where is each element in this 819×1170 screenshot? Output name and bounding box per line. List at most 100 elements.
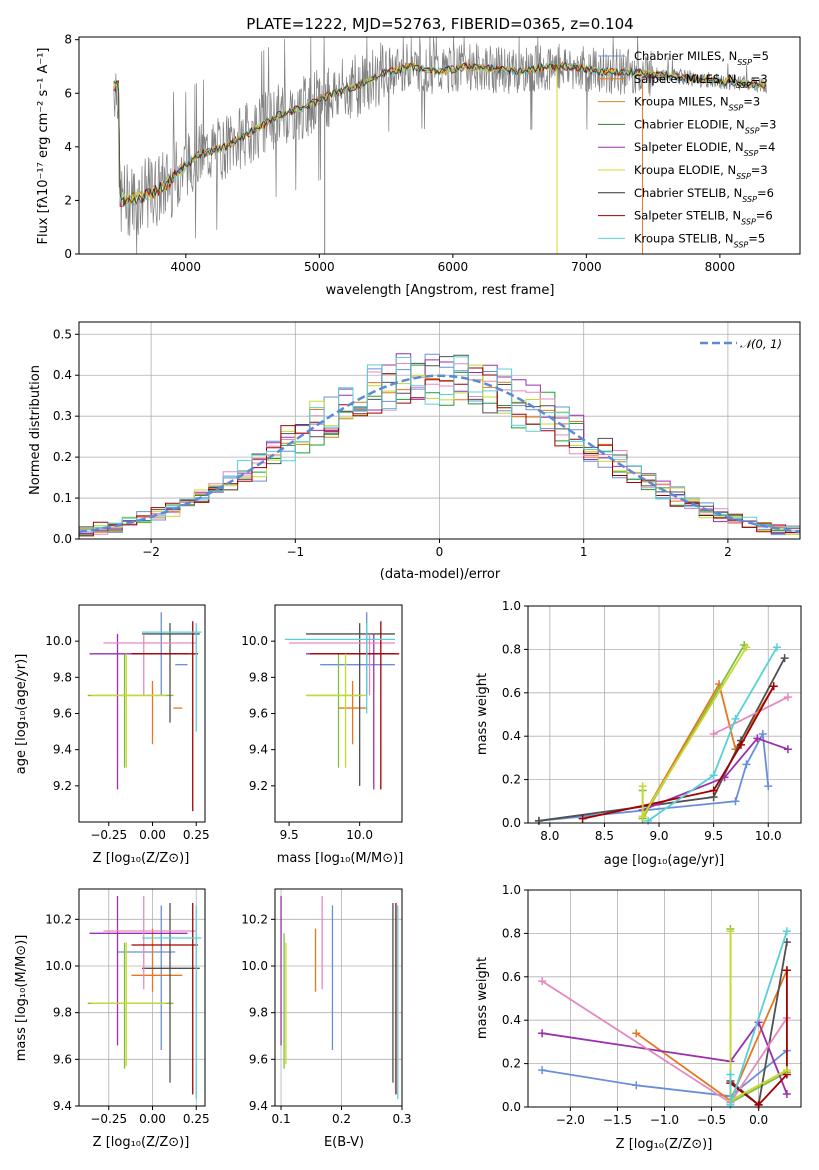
panel_age_Z-frame — [78, 604, 206, 823]
legend-label: Kroupa STELIB, NSSP=5 — [634, 231, 765, 249]
weight-age-ylabel: mass weight — [475, 673, 490, 755]
panel_age_mass-ytick-label: 9.2 — [249, 779, 268, 793]
panel_age_mass-ytick-label: 9.8 — [249, 670, 268, 684]
panel_weight_age-ytick-label: 1.0 — [502, 599, 521, 613]
panel_weight_age-xtick-label: 10.0 — [755, 829, 782, 843]
residual-frame — [78, 321, 801, 540]
weight-point-marker — [726, 927, 735, 936]
panel_weight_Z-ytick-label: 0.8 — [502, 926, 521, 940]
spectrum-ylabel: Flux [fλ10⁻¹⁷ erg cm⁻² s⁻¹ A⁻¹] — [36, 48, 51, 245]
residual-xtick-label: 0 — [436, 545, 444, 559]
weight-point-marker — [769, 682, 778, 691]
spectrum-ytick-label: 0 — [64, 247, 72, 261]
weight-series-line — [541, 1049, 788, 1098]
weight-point-marker — [782, 927, 791, 936]
weight-point-marker — [731, 797, 740, 806]
weight-series-line — [713, 696, 789, 735]
mass-ebv-xlabel: E(B-V) — [324, 1135, 364, 1150]
weight-z-xlabel: Z [log₁₀(Z/Z⊙)] — [616, 1137, 713, 1152]
panel_age_Z-ytick-label: 9.6 — [53, 707, 72, 721]
age-vs-metallicity-panel: Z [log₁₀(Z/Z⊙)] age [log₁₀(age/yr)] −0.2… — [14, 604, 210, 866]
panel_mass_Z-xtick-label: 0.00 — [139, 1112, 166, 1126]
residual-ytick-label: 0.3 — [53, 409, 72, 423]
panel_mass_Z-ytick-label: 10.2 — [45, 912, 72, 926]
panel_age_Z-ytick-label: 10.0 — [45, 634, 72, 648]
weight-point-marker — [578, 814, 587, 823]
panel_weight_Z-ytick-label: 0.4 — [502, 1013, 521, 1027]
legend-label: Chabrier ELODIE, NSSP=3 — [634, 117, 776, 135]
legend-label: Salpeter STELIB, NSSP=6 — [634, 209, 773, 227]
weight-point-marker — [753, 734, 762, 743]
panel_mass_ebv-xtick-label: 0.1 — [272, 1112, 291, 1126]
panel_weight_Z-xtick-label: −2.0 — [556, 1113, 585, 1127]
residual-ylabel: Normed distribution — [28, 365, 43, 495]
panel_weight_age-ytick-label: 0.0 — [502, 816, 521, 830]
panel_weight_Z-ytick-label: 0.2 — [502, 1057, 521, 1071]
weight-series-line — [647, 646, 778, 822]
mass-z-xlabel: Z [log₁₀(Z/Z⊙)] — [93, 1135, 190, 1150]
weight-point-marker — [764, 782, 773, 791]
weight-point-marker — [731, 714, 740, 723]
mass-vs-ebv-panel: E(B-V) 0.1 0.2 0.3 9.4 9.6 9.8 10.0 10.2 — [241, 888, 412, 1150]
weight-point-marker — [742, 760, 751, 769]
age-z-xlabel: Z [log₁₀(Z/Z⊙)] — [93, 851, 190, 866]
panel_weight_age-frame — [527, 605, 802, 824]
spectrum-frame — [78, 36, 801, 255]
spectrum-ytick-label: 6 — [64, 86, 72, 100]
weight-point-marker — [638, 812, 647, 821]
panel_mass_Z-ytick-label: 9.6 — [53, 1052, 72, 1066]
panel_mass_Z-ytick-label: 9.8 — [53, 1006, 72, 1020]
weight-point-marker — [783, 693, 792, 702]
panel_age_Z-ytick-label: 9.2 — [53, 779, 72, 793]
panel_age_mass-ytick-label: 10.0 — [241, 634, 268, 648]
weight-series-line — [541, 1020, 788, 1095]
legend-label: Chabrier STELIB, NSSP=6 — [634, 186, 774, 204]
normal-curve — [78, 374, 801, 534]
weight-point-marker — [772, 643, 781, 652]
panel_mass_Z-xtick-label: −0.25 — [90, 1112, 127, 1126]
panel_age_Z-ytick-label: 9.8 — [53, 670, 72, 684]
spectrum-xlabel: wavelength [Angstrom, rest frame] — [326, 283, 555, 298]
weight-point-marker — [709, 786, 718, 795]
panel_weight_age-xtick-label: 8.0 — [540, 829, 559, 843]
weight-point-marker — [782, 966, 791, 975]
spectrum-ytick-label: 8 — [64, 33, 72, 47]
weight-series-line — [729, 970, 788, 1107]
weight-point-marker — [742, 643, 751, 652]
legend-label: Kroupa MILES, NSSP=3 — [634, 95, 760, 113]
age-z-ylabel: age [log₁₀(age/yr)] — [14, 654, 29, 775]
residual-ytick-label: 0.0 — [53, 532, 72, 546]
panel_mass_ebv-xtick-label: 0.2 — [332, 1112, 351, 1126]
panel_weight_age-ytick-label: 0.6 — [502, 686, 521, 700]
weight-point-marker — [632, 1081, 641, 1090]
panel_mass_ebv-xtick-label: 0.3 — [392, 1112, 411, 1126]
weight-point-marker — [783, 745, 792, 754]
residual-histogram — [78, 367, 800, 539]
panel_weight_Z-xtick-label: −1.0 — [650, 1113, 679, 1127]
panel_age_mass-frame — [274, 604, 403, 823]
legend-label: Kroupa ELODIE, NSSP=3 — [634, 163, 768, 181]
age-vs-mass-panel: mass [log₁₀(M/M⊙)] 9.5 10.0 9.2 9.4 9.6 9.8 10… — [241, 604, 403, 866]
panel_mass_Z-xtick-label: 0.25 — [183, 1112, 210, 1126]
residual-xtick-label: 1 — [580, 545, 588, 559]
spectrum-xtick-label: 4000 — [171, 260, 202, 274]
weight-series-line — [641, 681, 775, 817]
weight-point-marker — [736, 740, 745, 749]
panel_weight_age-ytick-label: 0.8 — [502, 642, 521, 656]
panel_mass_Z-frame — [78, 888, 206, 1107]
panel_age_mass-xtick-label: 10.0 — [346, 828, 373, 842]
weight-point-marker — [782, 1089, 791, 1098]
mass-z-ylabel: mass [log₁₀(M/M⊙)] — [14, 935, 29, 1062]
weight-point-marker — [709, 730, 718, 739]
weight-age-xlabel: age [log₁₀(age/yr)] — [604, 853, 725, 868]
spectrum-xtick-label: 8000 — [705, 260, 736, 274]
weight-point-marker — [638, 782, 647, 791]
panel_mass_ebv-ytick-label: 10.2 — [241, 912, 268, 926]
residual-ytick-label: 0.4 — [53, 368, 72, 382]
spectrum-title: PLATE=1222, MJD=52763, FIBERID=0365, z=0… — [246, 15, 633, 33]
weight-point-marker — [780, 654, 789, 663]
observed-spectrum — [113, 36, 767, 255]
panel_weight_age-xtick-label: 9.0 — [649, 829, 668, 843]
weight-series-line — [538, 731, 770, 822]
